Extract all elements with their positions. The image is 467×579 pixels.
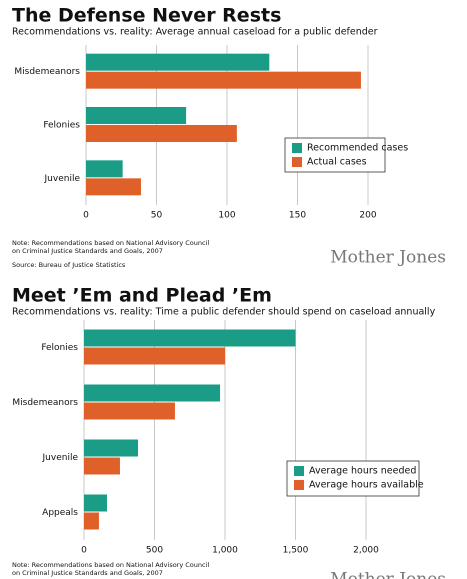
legend-label: Average hours needed bbox=[309, 466, 416, 477]
note: on Criminal Justice Standards and Goals,… bbox=[12, 569, 163, 577]
category-label: Juvenile bbox=[42, 453, 79, 463]
x-tick-label: 1,500 bbox=[283, 546, 309, 556]
legend-swatch bbox=[294, 466, 304, 476]
legend-swatch bbox=[294, 480, 304, 490]
chart-subtitle: Recommendations vs. reality: Time a publ… bbox=[12, 307, 436, 318]
legend-label: Average hours available bbox=[309, 480, 424, 491]
bar bbox=[86, 160, 123, 178]
bar bbox=[84, 347, 225, 365]
source: Source: Bureau of Justice Statistics bbox=[12, 261, 126, 269]
legend-swatch bbox=[292, 157, 302, 167]
x-tick-label: 100 bbox=[218, 211, 235, 221]
credit: Mother Jones bbox=[330, 570, 446, 579]
bar bbox=[84, 494, 107, 512]
legend-label: Actual cases bbox=[307, 157, 367, 168]
x-tick-label: 50 bbox=[151, 211, 163, 221]
credit: Mother Jones bbox=[330, 248, 446, 268]
note: Note: Recommendations based on National … bbox=[12, 561, 209, 569]
bar bbox=[84, 402, 175, 420]
bar bbox=[86, 71, 361, 89]
chart-title: Meet ’Em and Plead ’Em bbox=[12, 285, 272, 307]
bar bbox=[84, 384, 221, 402]
chart-title: The Defense Never Rests bbox=[12, 5, 281, 27]
legend-swatch bbox=[292, 143, 302, 153]
x-tick-label: 150 bbox=[289, 211, 306, 221]
category-label: Appeals bbox=[42, 508, 78, 518]
legend-box bbox=[286, 460, 420, 497]
bar bbox=[84, 512, 99, 530]
category-label: Felonies bbox=[41, 343, 78, 353]
note: on Criminal Justice Standards and Goals,… bbox=[12, 247, 163, 255]
bar bbox=[86, 125, 237, 142]
note: Note: Recommendations based on National … bbox=[12, 239, 209, 247]
bar bbox=[86, 53, 270, 71]
x-tick-label: 2,000 bbox=[353, 546, 379, 556]
bar bbox=[84, 439, 139, 457]
x-tick-label: 500 bbox=[146, 546, 163, 556]
bar bbox=[86, 107, 187, 124]
x-tick-label: 0 bbox=[83, 211, 89, 221]
bar bbox=[84, 329, 296, 347]
category-label: Misdemeanors bbox=[12, 398, 78, 408]
category-label: Juvenile bbox=[44, 174, 81, 184]
bar bbox=[86, 178, 141, 196]
bar bbox=[84, 457, 120, 475]
x-tick-label: 0 bbox=[81, 546, 87, 556]
legend-label: Recommended cases bbox=[307, 143, 408, 154]
x-tick-label: 200 bbox=[359, 211, 376, 221]
chart-subtitle: Recommendations vs. reality: Average ann… bbox=[12, 27, 378, 38]
category-label: Felonies bbox=[43, 121, 80, 131]
x-tick-label: 1,000 bbox=[212, 546, 238, 556]
category-label: Misdemeanors bbox=[14, 67, 80, 77]
